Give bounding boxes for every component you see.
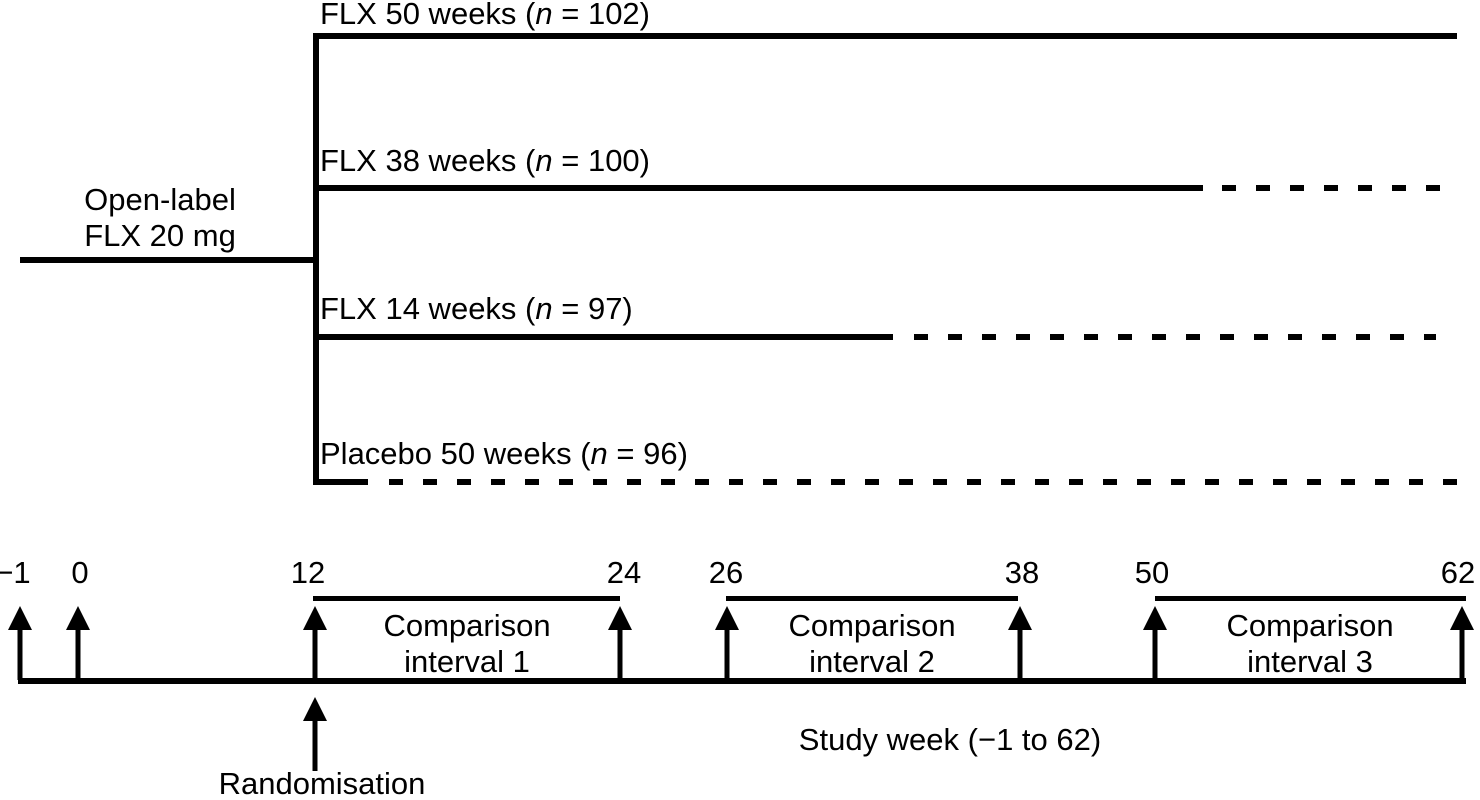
arm-placebo-label-prefix: Placebo 50 weeks ( bbox=[320, 436, 591, 471]
arrow-stem bbox=[75, 626, 81, 680]
arm-flx50-label: FLX 50 weeks (n = 102) bbox=[320, 0, 650, 32]
arrow-stem bbox=[1017, 626, 1023, 680]
arm-flx14-n-symbol: n bbox=[535, 291, 553, 326]
randomisation-arrow bbox=[302, 697, 328, 771]
arrow-stem bbox=[17, 626, 23, 680]
interval-2-bracket-line bbox=[726, 596, 1018, 601]
open-label-line1: Open-label bbox=[84, 182, 236, 217]
week-26-arrow bbox=[714, 606, 740, 680]
arrow-stem bbox=[1152, 626, 1158, 680]
timeline-baseline bbox=[18, 678, 1466, 684]
week-label-38: 38 bbox=[1004, 555, 1040, 590]
week-62-arrow bbox=[1449, 606, 1475, 680]
interval-3-label: Comparison interval 3 bbox=[1226, 608, 1394, 679]
week-label-12: 12 bbox=[290, 555, 326, 590]
study-week-axis-label: Study week (−1 to 62) bbox=[798, 722, 1102, 757]
arm-placebo-n-symbol: n bbox=[590, 436, 608, 471]
arm-flx50-line-solid bbox=[313, 33, 1457, 39]
interval-3-bracket-line bbox=[1155, 596, 1466, 601]
week-minus1-arrow bbox=[7, 606, 33, 680]
open-label-lead-line bbox=[20, 257, 315, 263]
randomisation-branch-line bbox=[313, 33, 319, 485]
interval-2-label: Comparison interval 2 bbox=[788, 608, 956, 679]
arm-flx50-n-symbol: n bbox=[535, 0, 553, 31]
arm-flx38-line-dashed bbox=[1222, 185, 1442, 191]
arrow-stem bbox=[617, 626, 623, 680]
week-label-0: 0 bbox=[71, 555, 89, 590]
arm-flx14-line-solid bbox=[313, 334, 893, 340]
week-label-50: 50 bbox=[1134, 555, 1170, 590]
arm-placebo-line-solid bbox=[313, 479, 368, 485]
arm-flx14-label-suffix: = 97) bbox=[552, 291, 633, 326]
arm-flx50-label-prefix: FLX 50 weeks ( bbox=[320, 0, 536, 31]
arm-flx38-label: FLX 38 weeks (n = 100) bbox=[320, 143, 650, 179]
arm-flx14-label: FLX 14 weeks (n = 97) bbox=[320, 291, 633, 327]
arm-placebo-line-dashed bbox=[389, 479, 1458, 485]
arrow-stem bbox=[724, 626, 730, 680]
arm-placebo-label: Placebo 50 weeks (n = 96) bbox=[320, 436, 688, 472]
arm-flx14-label-prefix: FLX 14 weeks ( bbox=[320, 291, 536, 326]
week-label-minus1: −1 bbox=[0, 555, 31, 590]
arm-flx38-label-suffix: = 100) bbox=[552, 143, 650, 178]
arm-flx50-label-suffix: = 102) bbox=[552, 0, 650, 31]
week-12-arrow bbox=[302, 606, 328, 680]
week-38-arrow bbox=[1007, 606, 1033, 680]
week-0-arrow bbox=[65, 606, 91, 680]
arm-placebo-label-suffix: = 96) bbox=[607, 436, 688, 471]
arm-flx38-n-symbol: n bbox=[535, 143, 553, 178]
week-label-24: 24 bbox=[606, 555, 642, 590]
open-label-source-label: Open-label FLX 20 mg bbox=[84, 182, 236, 254]
arm-flx38-line-solid bbox=[313, 185, 1203, 191]
week-50-arrow bbox=[1142, 606, 1168, 680]
interval-1-label: Comparison interval 1 bbox=[383, 608, 551, 679]
randomisation-label: Randomisation bbox=[218, 766, 426, 800]
arm-flx38-label-prefix: FLX 38 weeks ( bbox=[320, 143, 536, 178]
arrow-stem bbox=[312, 626, 318, 680]
arm-flx14-line-dashed bbox=[914, 334, 1436, 340]
arrow-stem bbox=[312, 717, 318, 771]
week-24-arrow bbox=[607, 606, 633, 680]
interval-1-bracket-line bbox=[313, 596, 620, 601]
week-label-62: 62 bbox=[1440, 555, 1476, 590]
open-label-line2: FLX 20 mg bbox=[84, 218, 236, 253]
week-label-26: 26 bbox=[708, 555, 744, 590]
arrow-stem bbox=[1459, 626, 1465, 680]
